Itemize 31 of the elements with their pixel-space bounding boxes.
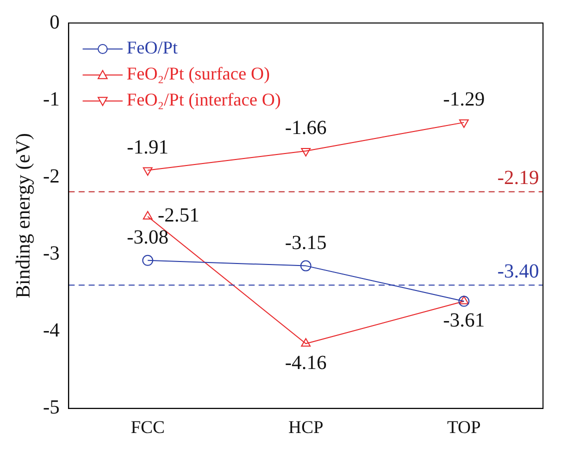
data-label: -2.51 [158,204,200,227]
data-label: -1.66 [284,117,327,140]
data-label: -3.15 [284,232,327,254]
x-tick-label: FCC [130,416,165,437]
y-tick-label: -3 [42,242,60,264]
ref-line-label: -3.40 [497,260,539,282]
data-label: -3.08 [126,226,169,249]
legend-label: FeO₂/Pt (surface O) [126,64,270,84]
x-tick-label: TOP [447,416,481,437]
point [458,296,470,307]
y-tick-label: -1 [42,88,60,110]
y-tick-label: -4 [42,320,60,342]
data-label: -3.61 [443,310,485,332]
point [301,148,311,156]
x-tick-label: HCP [288,416,324,437]
y-axis-title: Binding energy (eV) [12,133,34,298]
data-label: -1.29 [443,88,485,111]
point [301,338,311,347]
ref-line-label: -2.19 [497,167,539,190]
legend-label: FeO/Pt [126,38,178,58]
point [300,260,312,272]
point [459,119,469,128]
y-tick-label: -5 [42,396,60,419]
y-tick-label: -2 [42,165,60,188]
point [142,167,153,176]
y-tick-label: 0 [50,11,60,34]
legend-label: FeO₂/Pt (interface O) [126,90,281,110]
data-label: -1.91 [126,136,169,158]
point [459,296,469,304]
point [142,254,154,266]
data-label: -4.16 [284,352,327,374]
